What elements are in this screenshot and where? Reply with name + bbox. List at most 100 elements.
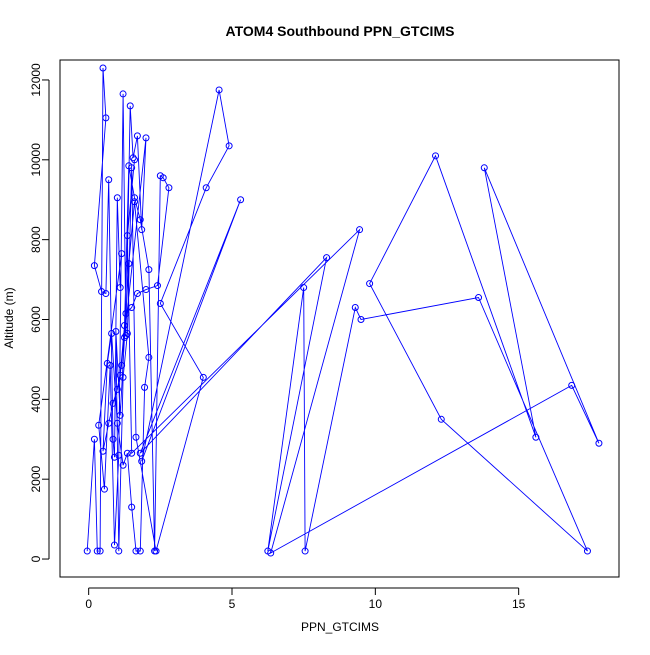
data-point xyxy=(133,132,141,140)
data-point xyxy=(432,152,440,160)
data-point xyxy=(131,194,139,202)
data-point xyxy=(136,216,144,224)
data-point xyxy=(115,547,123,555)
data-point xyxy=(225,142,233,150)
x-axis-label: PPN_GTCIMS xyxy=(301,620,379,634)
data-point xyxy=(112,327,120,335)
data-point xyxy=(475,294,483,302)
data-point xyxy=(132,433,140,441)
y-tick-label: 6000 xyxy=(29,306,43,333)
data-point xyxy=(123,232,131,240)
data-point xyxy=(105,419,113,427)
data-point xyxy=(118,250,126,258)
data-point xyxy=(110,453,118,461)
data-point xyxy=(215,86,223,94)
data-point xyxy=(152,547,160,555)
data-point xyxy=(109,399,117,407)
data-point xyxy=(99,447,107,455)
data-point xyxy=(357,315,365,323)
data-point xyxy=(100,485,108,493)
data-point xyxy=(115,451,123,459)
data-point xyxy=(83,547,91,555)
data-point xyxy=(125,260,133,268)
data-point xyxy=(142,134,150,142)
data-point xyxy=(267,549,275,557)
data-point xyxy=(153,282,161,290)
data-point xyxy=(351,304,359,312)
data-point xyxy=(165,184,173,192)
data-point xyxy=(141,383,149,391)
data-point xyxy=(95,421,103,429)
data-point xyxy=(300,284,308,292)
data-point xyxy=(142,286,150,294)
y-tick-label: 2000 xyxy=(29,466,43,493)
y-tick-label: 12000 xyxy=(29,63,43,97)
data-point xyxy=(437,415,445,423)
y-tick-label: 10000 xyxy=(29,143,43,177)
data-point xyxy=(356,226,364,234)
y-tick-label: 4000 xyxy=(29,386,43,413)
data-point xyxy=(103,359,111,367)
y-tick-label: 0 xyxy=(29,555,43,562)
data-point xyxy=(128,164,136,172)
data-point xyxy=(109,435,117,443)
data-point xyxy=(123,449,131,457)
data-point xyxy=(131,198,139,206)
data-point xyxy=(90,435,98,443)
x-tick-label: 5 xyxy=(229,597,236,611)
data-point xyxy=(128,304,136,312)
data-point xyxy=(99,64,107,72)
data-point xyxy=(96,547,104,555)
data-point xyxy=(102,114,110,122)
data-point xyxy=(138,226,146,234)
data-point xyxy=(480,164,488,172)
data-point xyxy=(90,262,98,270)
data-point xyxy=(113,194,121,202)
data-point xyxy=(136,449,144,457)
data-point xyxy=(133,290,141,298)
data-point xyxy=(136,547,144,555)
data-point xyxy=(102,290,110,298)
x-axis: 0 5 10 15 xyxy=(85,587,526,611)
y-axis-label: Altitude (m) xyxy=(2,287,16,348)
data-point xyxy=(121,321,128,329)
data-point xyxy=(119,373,127,381)
x-tick-label: 0 xyxy=(85,597,92,611)
data-point xyxy=(119,90,127,98)
data-point xyxy=(145,353,153,361)
data-point xyxy=(202,184,210,192)
data-point xyxy=(122,310,130,318)
data-point xyxy=(105,176,113,184)
series-layer xyxy=(83,64,603,557)
data-point xyxy=(126,102,134,110)
data-point xyxy=(323,254,331,262)
data-point xyxy=(129,154,137,162)
data-point xyxy=(122,331,130,339)
data-point xyxy=(583,547,591,555)
chart-title: ATOM4 Southbound PPN_GTCIMS xyxy=(226,23,455,39)
data-point xyxy=(131,156,139,164)
data-point xyxy=(116,284,124,292)
data-point xyxy=(113,419,121,427)
x-tick-label: 10 xyxy=(369,597,383,611)
data-point xyxy=(159,174,167,182)
data-point xyxy=(568,381,576,389)
data-point xyxy=(366,280,374,288)
data-point xyxy=(199,373,207,381)
data-point xyxy=(138,457,146,465)
data-point xyxy=(116,411,124,419)
data-point xyxy=(237,196,245,204)
data-point xyxy=(113,385,121,393)
x-tick-label: 15 xyxy=(512,597,526,611)
data-point xyxy=(98,288,106,296)
data-point xyxy=(123,329,131,337)
data-point xyxy=(110,541,118,549)
plot-frame xyxy=(59,59,620,578)
data-point xyxy=(156,300,164,308)
data-point xyxy=(108,329,116,337)
series-line xyxy=(86,67,600,554)
data-point xyxy=(132,547,140,555)
data-point xyxy=(301,547,309,555)
data-point xyxy=(118,361,126,369)
